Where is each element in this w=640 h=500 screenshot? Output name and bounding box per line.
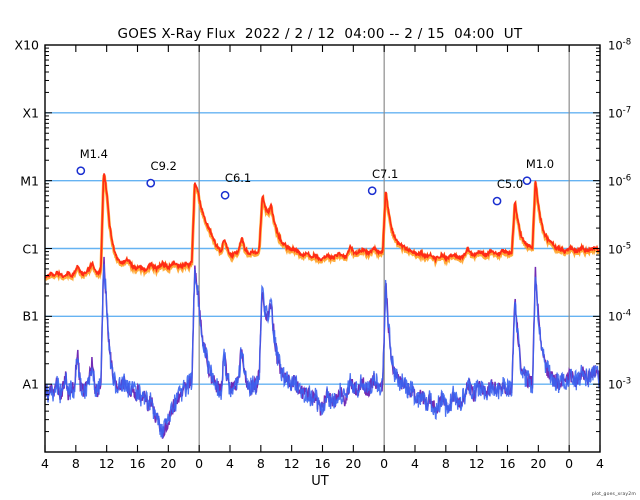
y-axis-left-label-C1: C1 bbox=[22, 241, 39, 256]
x-axis-tick-12-2: 12 bbox=[98, 456, 115, 471]
y-axis-right-label-5: 10-8 bbox=[608, 37, 632, 53]
x-axis-tick-8-7: 8 bbox=[256, 456, 265, 471]
flare-marker-C9.2 bbox=[146, 178, 156, 188]
x-axis-tick-8-1: 8 bbox=[71, 456, 80, 471]
x-axis-tick-4-18: 4 bbox=[596, 456, 604, 471]
x-axis-tick-12-8: 12 bbox=[283, 456, 300, 471]
x-axis-tick-4-0: 4 bbox=[41, 456, 49, 471]
y-axis-right-label-3: 10-6 bbox=[608, 173, 632, 189]
y-axis-right-label-2: 10-5 bbox=[608, 241, 632, 256]
flare-marker-M1.4 bbox=[76, 166, 86, 176]
series-long-channel bbox=[45, 173, 600, 279]
flare-marker-C5.0 bbox=[492, 196, 502, 206]
watermark-label: plot_goes_xray2m bbox=[591, 492, 636, 497]
x-axis-tick-0-11: 0 bbox=[380, 456, 389, 471]
y-axis-right-label-4: 10-7 bbox=[608, 105, 632, 121]
y-axis-left-label-M1: M1 bbox=[20, 173, 39, 189]
x-axis-tick-0-17: 0 bbox=[565, 456, 574, 471]
y-axis-left-label-X10: X10 bbox=[14, 37, 39, 53]
x-axis-tick-20-16: 20 bbox=[530, 456, 547, 471]
flare-label-C6.1: C6.1 bbox=[224, 171, 252, 186]
x-axis-caption: UT bbox=[311, 474, 329, 489]
y-axis-right-label-1: 10-4 bbox=[608, 308, 632, 324]
flare-marker-C6.1 bbox=[220, 190, 230, 200]
x-axis-tick-16-3: 16 bbox=[129, 456, 146, 471]
y-axis-left-label-X1: X1 bbox=[22, 105, 39, 121]
x-axis-tick-16-9: 16 bbox=[314, 456, 331, 471]
x-axis-tick-4-6: 4 bbox=[226, 456, 234, 471]
x-axis-tick-20-4: 20 bbox=[160, 456, 177, 471]
x-axis-tick-0-5: 0 bbox=[195, 456, 204, 471]
page-title: GOES X-Ray Flux 2022 / 2 / 12 04:00 -- 2… bbox=[117, 26, 523, 42]
x-axis-tick-4-12: 4 bbox=[411, 456, 419, 471]
x-axis-tick-20-10: 20 bbox=[345, 456, 362, 471]
flare-label-C9.2: C9.2 bbox=[150, 159, 177, 174]
flare-marker-M1.0 bbox=[522, 176, 532, 186]
flare-label-C5.0: C5.0 bbox=[496, 177, 524, 192]
x-axis-tick-8-13: 8 bbox=[441, 456, 450, 471]
flare-label-M1.0: M1.0 bbox=[525, 156, 555, 171]
flare-label-C7.1: C7.1 bbox=[372, 166, 399, 181]
y-axis-right-label-0: 10-3 bbox=[608, 376, 632, 392]
series-short-channel bbox=[45, 263, 600, 438]
flare-marker-C7.1 bbox=[367, 186, 377, 196]
x-axis-tick-16-15: 16 bbox=[499, 456, 516, 471]
flare-label-M1.4: M1.4 bbox=[79, 146, 108, 161]
x-axis-tick-12-14: 12 bbox=[468, 456, 485, 471]
y-axis-left-label-A1: A1 bbox=[22, 376, 39, 392]
y-axis-left-label-B1: B1 bbox=[22, 308, 39, 324]
